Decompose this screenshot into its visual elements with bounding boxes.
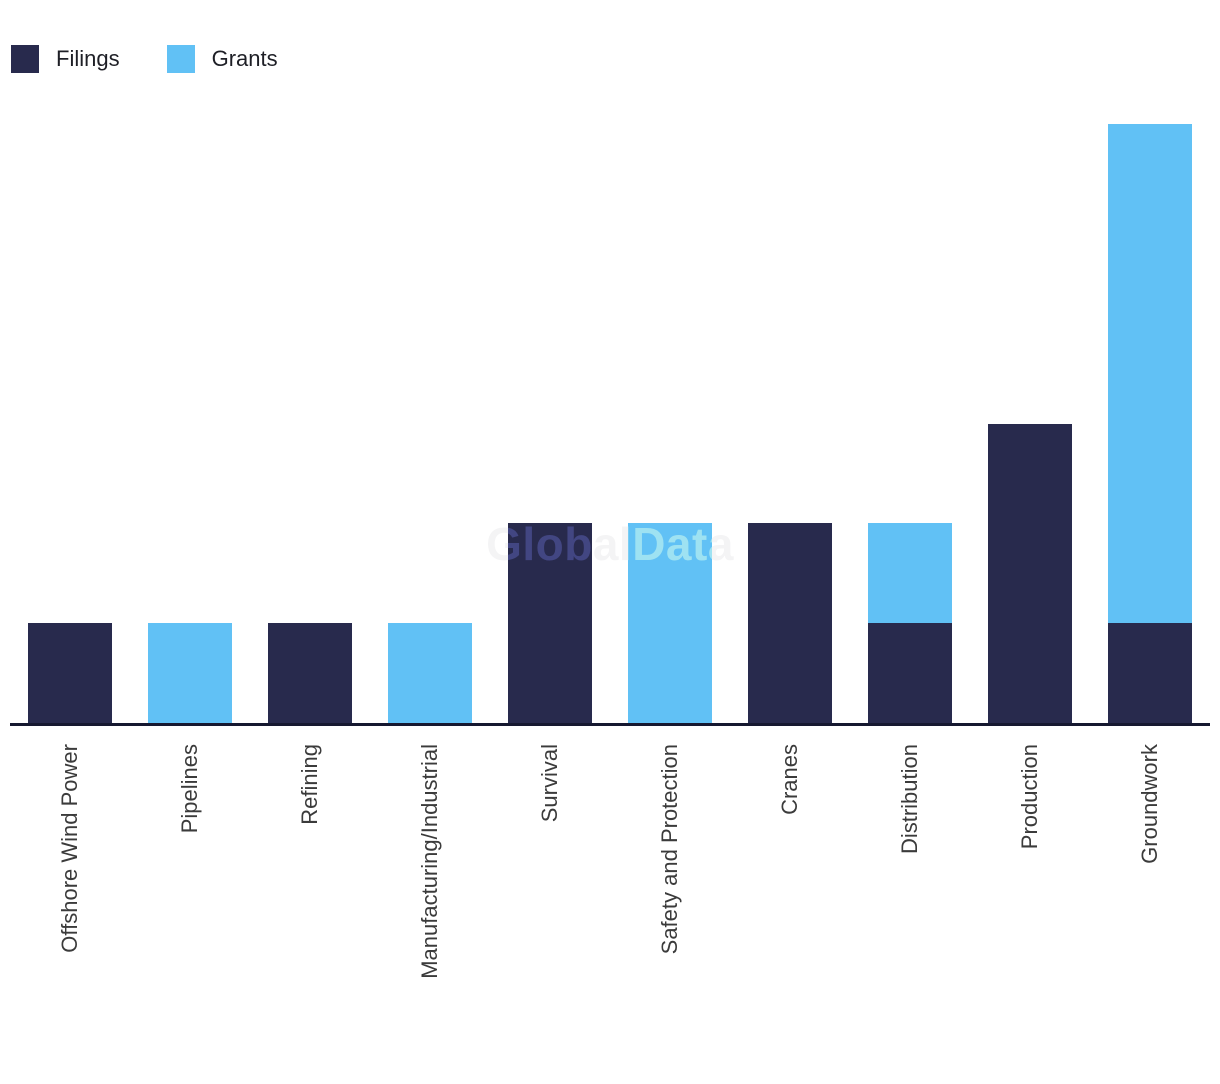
legend-item-filings[interactable]: Filings [11,45,120,73]
x-axis-label-production: Production [1017,744,1042,850]
x-axis-label-distribution: Distribution [897,744,922,855]
x-axis-label-offshore-wind-power: Offshore Wind Power [57,744,82,953]
bar-segment-grants-manufacturing-industrial [388,623,472,723]
chart-legend: Filings Grants [11,45,325,73]
bar-segment-grants-pipelines [148,623,232,723]
bar-segment-filings-offshore-wind-power [28,623,112,723]
legend-label-grants: Grants [211,46,278,71]
x-axis-label-pipelines: Pipelines [177,744,202,834]
legend-label-filings: Filings [56,46,120,71]
bar-segment-filings-distribution [868,623,952,723]
bar-segment-grants-groundwork [1108,124,1192,624]
bar-segment-grants-distribution [868,523,952,624]
grants-color-swatch [166,45,195,73]
bar-segment-filings-refining [268,623,352,723]
x-axis-label-refining: Refining [297,744,322,825]
x-axis-line [10,723,1210,726]
filings-color-swatch [11,45,39,73]
x-axis-label-cranes: Cranes [777,744,802,815]
bar-segment-filings-survival [508,523,592,723]
bar-segment-filings-production [988,423,1072,723]
bar-segment-filings-cranes [748,523,832,723]
x-axis-label-manufacturing-industrial: Manufacturing/Industrial [417,744,442,979]
legend-item-grants[interactable]: Grants [166,45,278,73]
x-axis-label-groundwork: Groundwork [1137,744,1162,864]
bar-segment-filings-groundwork [1108,623,1192,723]
x-axis-label-safety-and-protection: Safety and Protection [657,744,682,955]
bar-segment-grants-safety-and-protection [628,523,712,723]
x-axis-label-survival: Survival [537,744,562,823]
